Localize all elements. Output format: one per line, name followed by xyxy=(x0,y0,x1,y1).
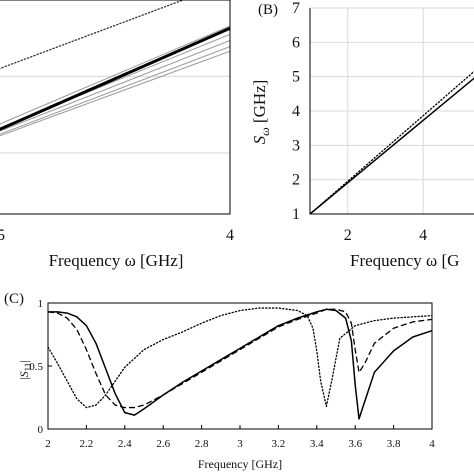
panel-a: 3.54 Frequency ω [GHz] xyxy=(0,0,234,270)
panel-b-label: (B) xyxy=(258,2,278,18)
panel-c-series-2-line xyxy=(47,307,433,409)
panel-b-x-tick-label-1: 4 xyxy=(419,227,427,244)
panel-b-y-label-text: Sω [GHz] xyxy=(250,80,272,145)
panel-b-y-tick-label-2: 3 xyxy=(292,137,300,154)
panel-a-x-axis-label: Frequency ω [GHz] xyxy=(49,251,184,270)
panel-b: (B) 2 4 1 2 3 4 5 6 7 Sω [GHz] Frequency ω [G xyxy=(250,0,474,270)
panel-c-x-tick-label-5: 3 xyxy=(237,438,243,450)
panel-c-x-tick-label-1: 2.2 xyxy=(80,438,94,450)
panel-b-grid xyxy=(310,7,474,215)
panel-c-x-tick-label-6: 3.2 xyxy=(272,438,286,450)
panel-b-y-tick-label-1: 2 xyxy=(292,172,300,189)
panel-b-series-1-line xyxy=(310,70,474,214)
panel-a-series xyxy=(0,0,230,137)
panel-b-series-0-line xyxy=(310,77,474,214)
panel-c-y-label-text: |S11| xyxy=(17,360,33,379)
panel-b-x-axis-label: Frequency ω [G xyxy=(350,251,459,270)
panel-a-series-5-line xyxy=(0,50,230,137)
panel-c: (C) 2 2.2 2.4 2.6 2.8 3 3.2 3.4 3.6 3.8 4 0 0.5 1 |S1… xyxy=(4,291,435,471)
panel-c-y-tick-label-1: 0.5 xyxy=(29,361,43,373)
panel-c-series-0-line xyxy=(48,308,433,420)
panel-a-grid xyxy=(0,0,231,214)
panel-a-series-3-line xyxy=(0,40,230,132)
panel-a-series-1-line xyxy=(0,25,230,125)
panel-c-axes-box xyxy=(47,302,433,430)
panel-b-y-tick-label-4: 5 xyxy=(292,69,300,86)
panel-a-tick-labels: 3.54 xyxy=(0,227,234,244)
panel-a-series-0-line xyxy=(0,0,185,70)
panel-b-x-tick-label-0: 2 xyxy=(344,227,352,244)
panel-c-series-1-line xyxy=(47,308,433,409)
panel-a-series-4-line xyxy=(0,46,230,135)
panel-c-x-tick-label-7: 3.4 xyxy=(310,438,324,450)
panel-c-x-axis-label: Frequency [GHz] xyxy=(198,457,282,471)
panel-b-y-tick-label-0: 1 xyxy=(292,206,300,223)
panel-b-y-tick-label-6: 7 xyxy=(292,0,300,17)
panel-a-axes-box xyxy=(0,0,231,215)
panel-b-tick-labels: 2 4 1 2 3 4 5 6 7 xyxy=(292,0,427,244)
panel-b-series xyxy=(310,70,474,214)
panel-c-y-tick-label-2: 1 xyxy=(38,298,44,310)
panel-c-series xyxy=(47,307,433,420)
panel-c-y-axis-label: |S11| xyxy=(17,360,33,379)
panel-b-y-tick-label-3: 4 xyxy=(292,103,300,120)
panel-c-x-tick-label-8: 3.6 xyxy=(348,438,362,450)
panel-c-y-tick-label-0: 0 xyxy=(38,424,44,436)
panel-a-series-6-line xyxy=(0,26,230,131)
panel-c-x-tick-label-10: 4 xyxy=(429,438,435,450)
panel-c-ticks: 2 2.2 2.4 2.6 2.8 3 3.2 3.4 3.6 3.8 4 0 0.5 1 xyxy=(29,298,435,450)
panel-b-y-axis-label: Sω [GHz] xyxy=(250,80,272,145)
panel-c-x-tick-label-2: 2.4 xyxy=(118,438,132,450)
panel-b-axes xyxy=(309,8,474,215)
panel-c-x-tick-label-9: 3.8 xyxy=(387,438,401,450)
panel-c-label: (C) xyxy=(4,291,24,307)
panel-a-x-tick-label-0: 3.5 xyxy=(0,227,5,244)
panel-a-series-2-line xyxy=(0,33,230,129)
panel-c-x-tick-label-4: 2.8 xyxy=(195,438,209,450)
panel-b-y-tick-label-5: 6 xyxy=(292,34,300,51)
panel-c-x-tick-label-3: 2.6 xyxy=(156,438,170,450)
panel-a-x-tick-label-1: 4 xyxy=(226,227,234,244)
panel-c-x-tick-label-0: 2 xyxy=(45,438,51,450)
